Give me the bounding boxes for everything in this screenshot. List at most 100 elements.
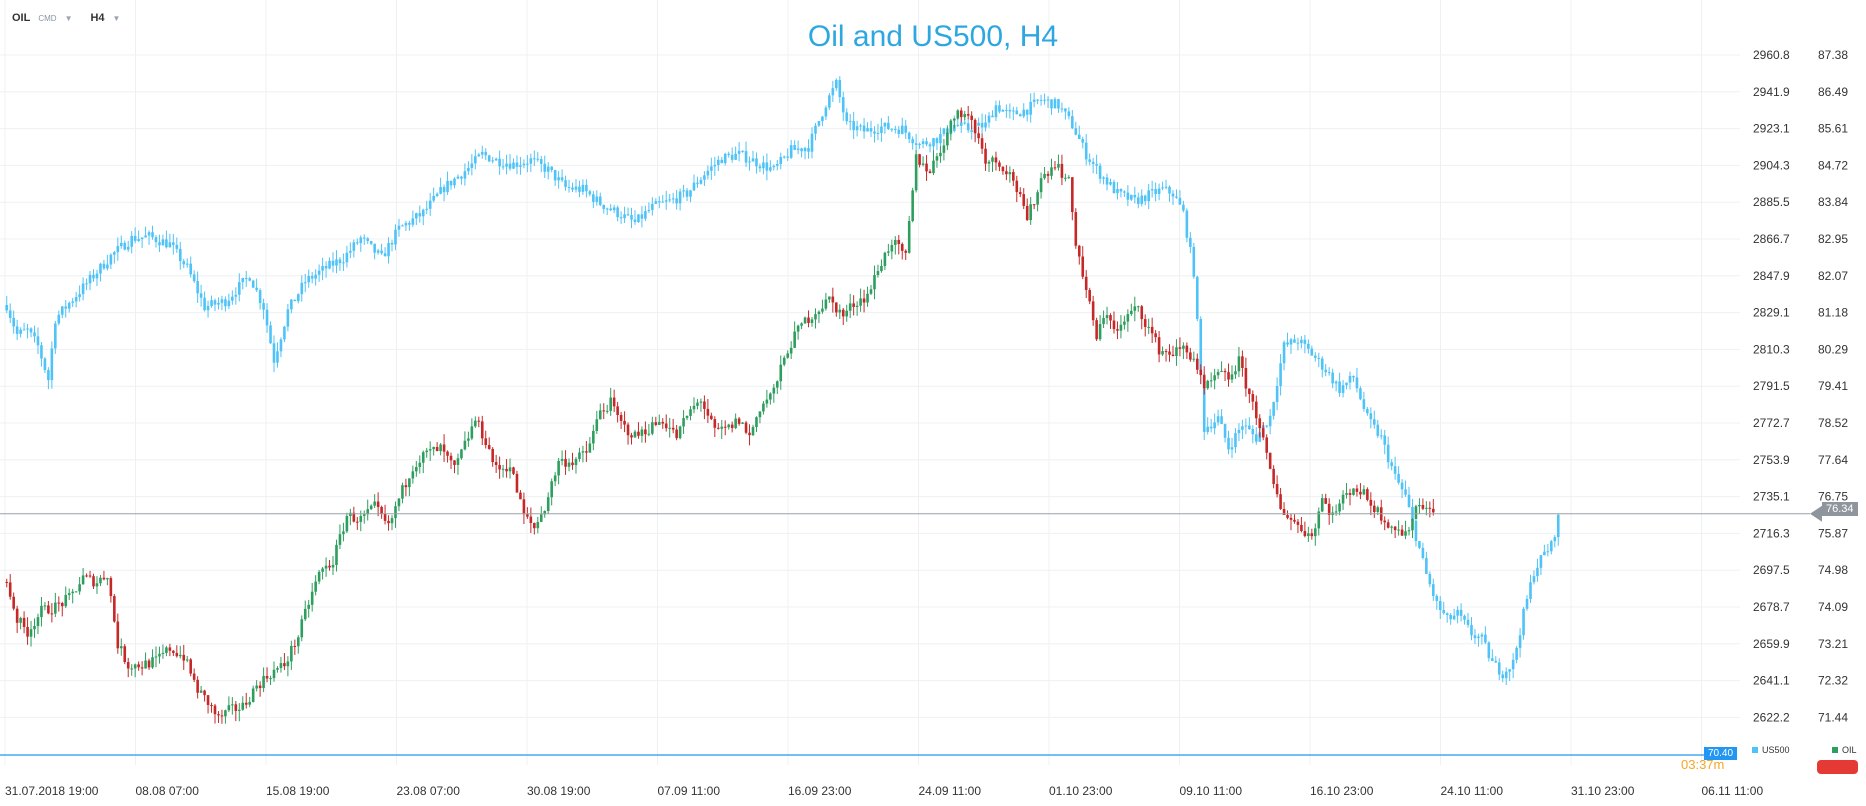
us500-candle [102, 263, 106, 269]
us500-candle [817, 121, 821, 126]
us500-candle [533, 158, 536, 160]
oil-candle [158, 653, 161, 657]
us500-candle [1147, 190, 1150, 202]
us500-candle [505, 163, 508, 167]
symbol-name[interactable]: OIL [12, 12, 31, 24]
oil-candle [449, 455, 453, 461]
us500-candle [92, 274, 95, 279]
us500-candle [1307, 343, 1310, 349]
oil-candle [1182, 345, 1185, 349]
oil-candle [196, 679, 199, 693]
us500-candle [1491, 658, 1494, 661]
oil-candle [92, 576, 95, 587]
us500-candle [290, 299, 293, 310]
us500-candle [1133, 194, 1137, 198]
oil-candle [43, 605, 47, 607]
oil-candle [623, 420, 626, 425]
oil-candle [453, 460, 456, 465]
us500-candle [234, 294, 238, 297]
us500-candle [1466, 619, 1470, 625]
us500-candle [147, 232, 151, 236]
us500-candle [352, 242, 356, 251]
right-axis-tick: 74.09 [1818, 600, 1848, 614]
timeframe-selector[interactable]: H4 [90, 12, 105, 24]
us500-candle [1025, 109, 1029, 115]
us500-candle [494, 158, 498, 161]
oil-candle [1404, 531, 1407, 536]
us500-candle [26, 328, 29, 330]
oil-candle [321, 568, 324, 572]
us500-candle [1293, 339, 1296, 343]
oil-candle [560, 458, 564, 461]
us500-candle [487, 155, 491, 162]
chevron-down-icon[interactable]: ▼ [64, 13, 73, 23]
us500-candle [15, 326, 19, 334]
oil-candle [755, 417, 758, 428]
oil-candle [1095, 320, 1098, 340]
oil-candle [1313, 528, 1317, 537]
us500-candle [1039, 99, 1043, 101]
us500-candle [158, 242, 161, 246]
us500-candle [1445, 613, 1449, 615]
us500-candle [383, 253, 387, 257]
us500-candle [210, 300, 213, 307]
oil-candle [1147, 326, 1150, 328]
oil-candle [88, 575, 92, 577]
legend-oil[interactable]: OIL [1832, 745, 1857, 755]
us500-candle [539, 159, 543, 164]
oil-candle [182, 654, 186, 661]
oil-candle [810, 319, 814, 323]
right-axis-tick: 84.72 [1818, 158, 1848, 172]
oil-candle [1307, 533, 1310, 537]
oil-candle [1001, 166, 1005, 172]
right-axis-tick: 71.44 [1818, 710, 1848, 724]
oil-candle [949, 120, 953, 133]
us500-candle [800, 148, 803, 152]
oil-candle [439, 444, 442, 452]
time-axis-tick: 16.09 23:00 [788, 784, 852, 798]
oil-candle [671, 427, 675, 430]
oil-candle [286, 661, 290, 667]
sell-button[interactable] [1817, 760, 1858, 774]
us500-candle [762, 162, 765, 169]
oil-candle [376, 501, 380, 507]
us500-candle [359, 237, 363, 244]
us500-candle [401, 225, 404, 227]
us500-candle [453, 178, 456, 186]
us500-candle [1105, 177, 1109, 185]
us500-candle [168, 242, 172, 248]
us500-candle [959, 122, 963, 126]
us500-candle [1473, 635, 1477, 639]
oil-candle [696, 402, 699, 406]
us500-candle [376, 250, 380, 253]
oil-candle [480, 421, 484, 439]
oil-candle [959, 110, 963, 118]
left-axis-tick: 2904.3 [1753, 158, 1790, 172]
us500-candle [1227, 437, 1230, 450]
oil-candle [1202, 375, 1206, 389]
oil-candle [692, 405, 696, 410]
us500-candle [793, 145, 796, 150]
oil-candle [1366, 489, 1369, 500]
time-axis-tick: 31.07.2018 19:00 [5, 784, 99, 798]
legend-us500[interactable]: US500 [1752, 745, 1790, 755]
oil-candle [1171, 354, 1175, 357]
oil-candle [710, 415, 713, 420]
chevron-down-icon[interactable]: ▼ [112, 13, 121, 23]
oil-candle [1414, 506, 1418, 519]
us500-candle [1251, 429, 1255, 435]
oil-candle [1421, 504, 1425, 509]
oil-candle [126, 661, 130, 669]
us500-candle [1477, 636, 1480, 639]
us500-candle [841, 97, 845, 113]
oil-candle [310, 591, 314, 605]
oil-candle [1359, 491, 1362, 495]
oil-candle [647, 433, 651, 435]
oil-candle [859, 298, 862, 306]
us500-candle [321, 265, 324, 271]
us500-candle [1438, 600, 1442, 611]
oil-candle [123, 646, 127, 662]
left-axis-labels: 2960.8 2941.9 2923.1 2904.3 2885.5 2866.7 2847… [1753, 48, 1790, 724]
us500-candle [966, 123, 970, 131]
